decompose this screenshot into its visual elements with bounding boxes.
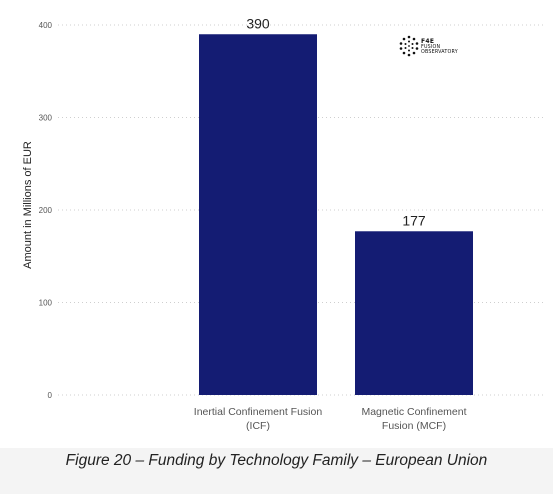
- logo-text-f4e: F4E: [421, 38, 435, 45]
- bar-data-label: 390: [246, 15, 270, 31]
- y-axis-label: Amount in Millions of EUR: [22, 141, 34, 269]
- x-tick-label: Magnetic Confinement: [361, 406, 466, 418]
- x-tick-label: Inertial Confinement Fusion: [194, 406, 323, 418]
- x-tick-label: (ICF): [246, 420, 270, 432]
- x-axis-ticks: Inertial Confinement Fusion (ICF) Magnetic…: [194, 406, 467, 432]
- bar-chart: 0 100 200 300 400 390 177 Inertial Confinemen…: [22, 15, 545, 432]
- logo-text-fusion: FUSION: [421, 45, 441, 50]
- y-tick-label: 300: [39, 114, 53, 123]
- y-tick-label: 200: [39, 206, 53, 215]
- logo-text-observatory: OBSERVATORY: [421, 50, 458, 55]
- y-axis-ticks: 0 100 200 300 400: [39, 21, 53, 400]
- logo-mark-icon: [399, 35, 419, 57]
- data-labels: 390 177: [246, 15, 426, 228]
- figure-caption: Figure 20 – Funding by Technology Family…: [65, 452, 488, 469]
- y-tick-label: 0: [48, 391, 53, 400]
- bar-data-label: 177: [402, 212, 426, 228]
- x-tick-label: Fusion (MCF): [382, 420, 446, 432]
- y-tick-label: 100: [39, 299, 53, 308]
- y-tick-label: 400: [39, 21, 53, 30]
- bar: [355, 231, 473, 395]
- bars: [199, 34, 473, 395]
- caption-band: [0, 448, 553, 494]
- f4e-fusion-observatory-logo: F4E FUSION OBSERVATORY: [399, 35, 469, 59]
- bar: [199, 34, 317, 395]
